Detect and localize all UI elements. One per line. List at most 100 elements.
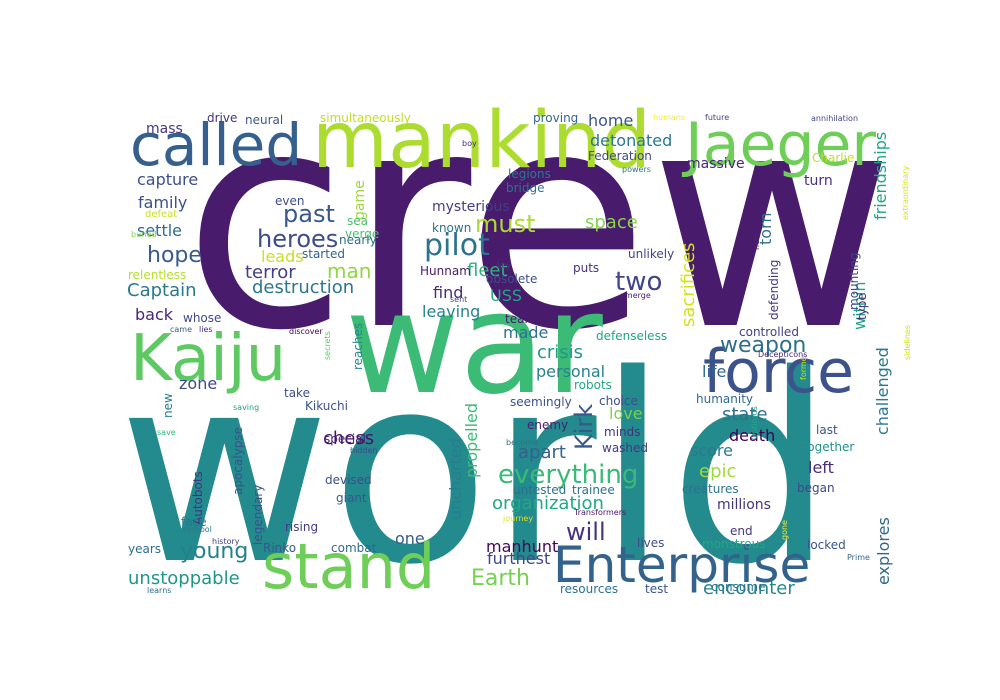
word-rising: rising (285, 520, 318, 534)
word-mankind: mankind (312, 96, 651, 186)
word-extraordinary: extraordinary (901, 166, 910, 220)
word-controlled: controlled (739, 325, 799, 339)
word-proving: proving (533, 111, 578, 125)
word-prime: Prime (847, 553, 870, 562)
word-former: former (799, 352, 808, 380)
word-bridge: bridge (506, 181, 545, 195)
word-together: Together (801, 440, 854, 454)
word-chess: chess (323, 428, 374, 449)
word-will: will (566, 518, 606, 546)
word-mass: mass (146, 121, 183, 137)
word-must: must (475, 210, 536, 238)
word-combat: combat (331, 541, 377, 555)
word-everything: everything (498, 460, 638, 490)
word-obsolete: obsolete (486, 272, 537, 286)
word-resources: resources (560, 582, 618, 596)
word-become: become (506, 438, 538, 447)
word-left: left (808, 458, 834, 477)
word-pilot: pilot (424, 228, 490, 263)
word-charlie: Charlie (812, 151, 854, 165)
word-optimus: Optimus (750, 406, 759, 440)
word-autobots: Autobots (191, 471, 205, 525)
word-humanity: humanity (696, 392, 753, 406)
word-world: world (118, 320, 834, 622)
word-enemy: enemy (527, 418, 568, 432)
word-capture: capture (137, 170, 198, 189)
word-history: history (212, 537, 240, 546)
word-monstrous: monstrous (702, 537, 765, 551)
word-creatures: creatures (682, 482, 739, 496)
word-journey: journey (502, 514, 533, 523)
word-nearly: nearly (339, 233, 377, 247)
word-drive: drive (207, 111, 237, 125)
word-death: death (729, 426, 775, 445)
word-choice: choice (599, 394, 638, 408)
word-state: state (722, 404, 768, 425)
word-uss: USS (490, 286, 522, 305)
word-massive: massive (687, 156, 745, 172)
word-saving: saving (233, 403, 259, 412)
word-sidelines: sidelines (903, 325, 912, 360)
word-boy: boy (462, 139, 477, 148)
word-space: space (585, 212, 638, 233)
word-called: called (130, 111, 302, 179)
word-detonated: detonated (590, 131, 672, 150)
word-hunnam: Hunnam (420, 264, 471, 278)
word-torn: torn (756, 213, 775, 246)
word-hero: hero (752, 232, 761, 250)
word-captain: Captain (127, 280, 197, 301)
word-mounting: mounting (847, 252, 861, 310)
word-teamed: teamed (505, 312, 551, 326)
word-discover: discover (289, 327, 323, 336)
word-test: test (645, 582, 668, 596)
word-within: within (850, 281, 869, 330)
word-lies: lies (199, 325, 213, 334)
word-destruction: destruction (252, 277, 354, 298)
word-minds: minds (604, 425, 641, 439)
word-legendary: legendary (251, 485, 265, 545)
word-save: save (157, 428, 176, 437)
word-back: back (135, 305, 174, 324)
word-seemingly: seemingly (510, 395, 572, 409)
word-millions: millions (717, 497, 771, 513)
word-weapon: weapon (720, 333, 806, 358)
word-game: game (352, 180, 368, 220)
word-special: special (324, 432, 366, 446)
word-secrets: secrets (323, 331, 332, 360)
word-apocalypse: apocalypse (231, 427, 245, 495)
word-came: came (170, 325, 192, 334)
word-annihilation: annihilation (811, 114, 858, 123)
word-washed: washed (602, 441, 648, 455)
word-take: take (284, 386, 310, 400)
word-unstoppable: unstoppable (128, 568, 240, 589)
word-made: made (503, 323, 548, 342)
word-locked: locked (807, 538, 846, 552)
word-life: life (702, 362, 726, 381)
word-sacrifices: sacrifices (678, 243, 699, 327)
word-federation: Federation (588, 149, 652, 163)
word-home: home (588, 111, 633, 130)
word-crew: crew (183, 47, 895, 396)
word-began: began (797, 481, 835, 495)
word-rinko: Rinko (263, 541, 296, 555)
word-untested: untested (513, 483, 566, 497)
word-defenseless: defenseless (596, 329, 667, 343)
word-sea: sea (347, 214, 368, 228)
word-decepticons: Decepticons (758, 350, 807, 359)
word-epic: epic (699, 461, 736, 482)
word-legions: legions (508, 167, 551, 181)
word-whose: whose (183, 311, 221, 325)
word-young: young (180, 539, 248, 564)
word-lives: lives (637, 536, 664, 550)
word-crisis: crisis (537, 342, 583, 363)
word-jaeger: Jaeger (681, 110, 876, 180)
word-devised: devised (325, 473, 372, 487)
word-fleet: fleet (467, 260, 508, 281)
word-explores: explores (874, 517, 893, 585)
word-known: known (432, 221, 471, 235)
word-love: love (609, 404, 643, 423)
word-challenged: challenged (873, 347, 892, 435)
word-transformers: Transformers (573, 508, 626, 517)
word-score: score (690, 441, 733, 460)
word-enterprise: Enterprise (553, 536, 810, 594)
